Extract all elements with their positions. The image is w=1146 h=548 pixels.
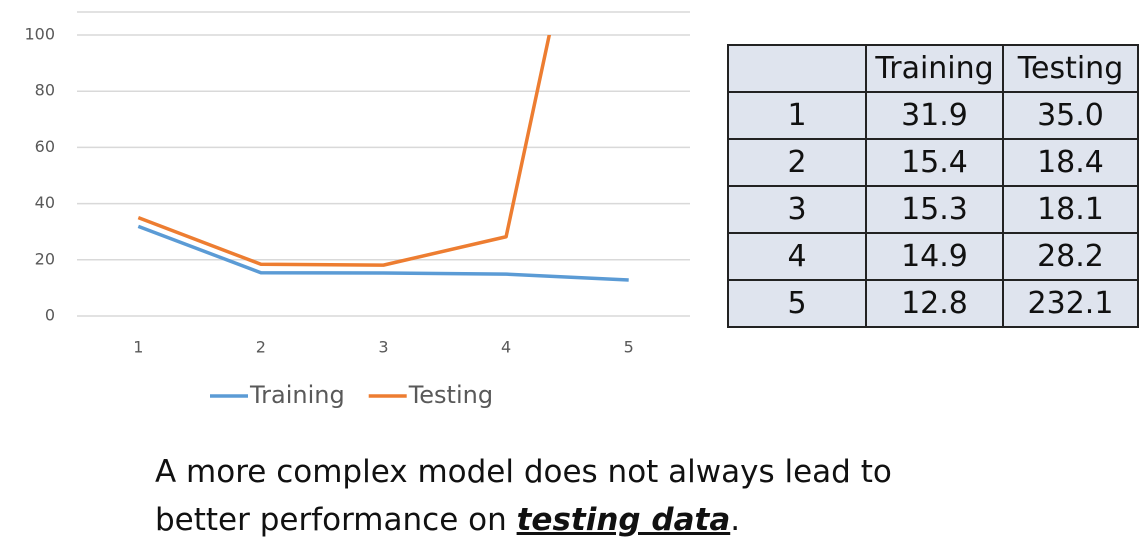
grid	[77, 34, 690, 317]
chart: 0 20 40 60 80 100 1 2 3 4 5 Training Testing	[24, 11, 690, 410]
legend-label: Training	[249, 381, 345, 409]
labels: 0 20 40 60 80 100 1 2 3 4 5 Training Testing	[24, 25, 633, 410]
x-tick-label: 1	[133, 338, 143, 357]
caption-text: .	[730, 502, 741, 538]
x-tick-label: 4	[501, 338, 511, 357]
table-row: 4 14.9 28.2	[727, 232, 1139, 281]
table-row: 5 12.8 232.1	[727, 279, 1139, 328]
caption-line: A more complex model does not always lea…	[155, 454, 892, 490]
table-cell: 35.0	[1002, 91, 1139, 140]
table-cell: 18.1	[1002, 185, 1139, 234]
table-cell: 232.1	[1002, 279, 1139, 328]
y-tick-label: 20	[35, 249, 55, 268]
y-tick-label: 80	[35, 81, 55, 100]
table-header-cell: Training	[865, 44, 1004, 93]
table-cell: 31.9	[865, 91, 1004, 140]
table-cell: 18.4	[1002, 138, 1139, 187]
table-header-row: Training Testing	[727, 44, 1139, 93]
table-corner-cell	[727, 44, 867, 93]
y-tick-label: 0	[45, 306, 55, 325]
table-cell: 5	[727, 279, 867, 328]
x-tick-label: 5	[624, 338, 634, 357]
plot-lines	[137, 35, 629, 282]
table-cell: 15.4	[865, 138, 1004, 187]
data-table: Training Testing 1 31.9 35.0 2 15.4 18.4 3 15.3…	[727, 44, 1139, 328]
table-row: 1 31.9 35.0	[727, 91, 1139, 140]
caption: A more complex model does not always lea…	[155, 448, 892, 544]
table-cell: 14.9	[865, 232, 1004, 281]
y-tick-label: 40	[35, 193, 55, 212]
table-cell: 28.2	[1002, 232, 1139, 281]
caption-text: better performance on	[155, 502, 517, 538]
table-cell: 2	[727, 138, 867, 187]
table-cell: 12.8	[865, 279, 1004, 328]
table-cell: 4	[727, 232, 867, 281]
legend-label: Testing	[408, 381, 493, 409]
series-line	[137, 224, 629, 282]
x-tick-label: 3	[378, 338, 388, 357]
table-row: 3 15.3 18.1	[727, 185, 1139, 234]
table-row: 2 15.4 18.4	[727, 138, 1139, 187]
y-tick-label: 100	[24, 25, 55, 44]
series-line	[137, 35, 552, 267]
x-tick-label: 2	[256, 338, 266, 357]
y-tick-label: 60	[35, 137, 55, 156]
caption-emphasis: testing data	[516, 502, 731, 538]
table-cell: 3	[727, 185, 867, 234]
table-header-cell: Testing	[1002, 44, 1139, 93]
table-cell: 15.3	[865, 185, 1004, 234]
table-cell: 1	[727, 91, 867, 140]
